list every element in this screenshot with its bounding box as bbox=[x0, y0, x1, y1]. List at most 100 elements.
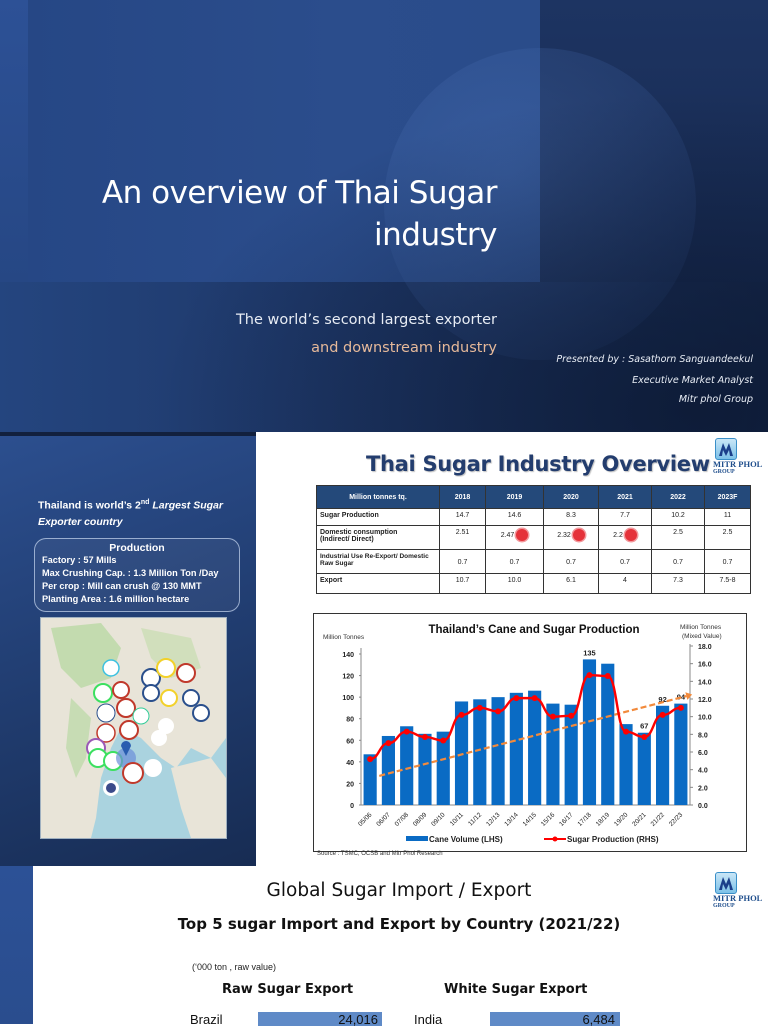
svg-text:Million Tonnes: Million Tonnes bbox=[680, 624, 722, 631]
map-graphic bbox=[41, 618, 226, 838]
cell: 0.7 bbox=[543, 549, 599, 574]
cell: 0.7 bbox=[598, 549, 652, 574]
cell: 10.0 bbox=[485, 573, 544, 594]
cell: 8.3 bbox=[543, 508, 599, 526]
cell: 0.7 bbox=[651, 549, 705, 574]
svg-text:12.0: 12.0 bbox=[698, 697, 712, 704]
covid-virus-icon bbox=[516, 529, 529, 541]
cell: 11 bbox=[704, 508, 751, 526]
overview-slide: Thailand is world’s 2nd Largest Sugar Ex… bbox=[0, 432, 768, 866]
svg-text:15/16: 15/16 bbox=[540, 811, 557, 828]
cell: 6.1 bbox=[543, 573, 599, 594]
logo-text: MITR PHOL GROUP bbox=[713, 460, 762, 476]
svg-text:20/21: 20/21 bbox=[631, 811, 648, 828]
decor-left-strip bbox=[0, 866, 33, 1024]
heading-italic: Largest Sugar Exporter country bbox=[38, 499, 223, 528]
svg-text:14/15: 14/15 bbox=[522, 811, 539, 828]
cell: 2.51 bbox=[439, 525, 486, 550]
raw-export-country: Brazil bbox=[190, 1012, 223, 1027]
svg-text:16.0: 16.0 bbox=[698, 662, 712, 669]
subtitle-line-1: The world’s second largest exporter bbox=[235, 312, 497, 328]
svg-text:20: 20 bbox=[346, 781, 354, 788]
svg-text:6.0: 6.0 bbox=[698, 750, 708, 757]
column-header: 2021 bbox=[598, 485, 652, 509]
covid-virus-icon bbox=[572, 529, 585, 541]
cell: 7.7 bbox=[598, 508, 652, 526]
cell: 0.7 bbox=[439, 549, 486, 574]
svg-text:18.0: 18.0 bbox=[698, 644, 712, 651]
logo-text: MITR PHOL GROUP bbox=[713, 894, 762, 910]
production-line: Factory : 57 Mills bbox=[42, 555, 117, 565]
svg-text:0.0: 0.0 bbox=[698, 803, 708, 810]
cell: 4 bbox=[598, 573, 652, 594]
raw-export-value: 24,016 bbox=[338, 1012, 378, 1027]
svg-text:2.0: 2.0 bbox=[698, 785, 708, 792]
column-header: 2022 bbox=[651, 485, 705, 509]
svg-text:92: 92 bbox=[658, 695, 666, 704]
subtitle-line-2: and downstream industry bbox=[311, 340, 497, 356]
cell: 0.7 bbox=[485, 549, 544, 574]
cell-with-virus: 2.47 bbox=[485, 525, 544, 550]
svg-text:Million Tonnes: Million Tonnes bbox=[323, 634, 365, 641]
column-header: 2018 bbox=[439, 485, 486, 509]
cell-with-virus: 2.2 bbox=[598, 525, 652, 550]
svg-text:0: 0 bbox=[350, 803, 354, 810]
svg-text:07/08: 07/08 bbox=[394, 811, 411, 828]
svg-text:22/23: 22/23 bbox=[668, 811, 685, 828]
column-header: 2020 bbox=[543, 485, 599, 509]
unit-note: (‘000 ton , raw value) bbox=[192, 962, 277, 972]
svg-text:140: 140 bbox=[342, 652, 354, 659]
svg-text:100: 100 bbox=[342, 695, 354, 702]
presenter-name: Presented by : Sasathorn Sanguandeekul bbox=[556, 354, 753, 365]
presenter-role: Executive Market Analyst bbox=[632, 375, 753, 386]
svg-text:40: 40 bbox=[346, 760, 354, 767]
svg-text:10/11: 10/11 bbox=[449, 811, 465, 827]
cell: 0.7 bbox=[704, 549, 751, 574]
logo-mark-icon bbox=[715, 438, 737, 460]
svg-text:10.0: 10.0 bbox=[698, 715, 712, 722]
svg-text:21/22: 21/22 bbox=[650, 811, 667, 828]
svg-text:94: 94 bbox=[677, 693, 686, 702]
table-row: Industrial Use Re-Export/ Domestic Raw S… bbox=[316, 549, 751, 574]
svg-text:8.0: 8.0 bbox=[698, 732, 708, 739]
white-export-value: 6,484 bbox=[582, 1012, 615, 1027]
cell: 10.7 bbox=[439, 573, 486, 594]
white-export-country: India bbox=[414, 1012, 443, 1027]
svg-text:19/20: 19/20 bbox=[613, 811, 630, 828]
cell: 10.2 bbox=[651, 508, 705, 526]
presenter-company: Mitr phol Group bbox=[678, 394, 753, 405]
chart-source: Source : TSMC, OCSB and Mitr Phol Resear… bbox=[317, 851, 443, 857]
logo-mark-icon bbox=[715, 872, 737, 894]
svg-text:14.0: 14.0 bbox=[698, 679, 712, 686]
title-line-2: industry bbox=[374, 217, 497, 253]
svg-text:Cane Volume (LHS): Cane Volume (LHS) bbox=[429, 835, 503, 844]
title-slide: An overview of Thai Sugar industry The w… bbox=[0, 0, 768, 432]
row-label: Industrial Use Re-Export/ Domestic Raw S… bbox=[316, 549, 440, 574]
cell: 7.3 bbox=[651, 573, 705, 594]
presentation-title: An overview of Thai Sugar industry bbox=[77, 172, 498, 256]
chart-graphic: Thailand’s Cane and Sugar Production Mill… bbox=[323, 624, 722, 844]
decor-top-strip bbox=[0, 432, 256, 436]
table-row: Sugar Production 14.7 14.6 8.3 7.7 10.2 … bbox=[316, 508, 751, 526]
cell: 2.47 bbox=[500, 531, 515, 539]
svg-text:17/18: 17/18 bbox=[576, 811, 593, 828]
sugar-industry-table: Million tonnes tq. 2018 2019 2020 2021 2… bbox=[316, 485, 751, 594]
import-export-slide: Global Sugar Import / Export Top 5 sugar… bbox=[0, 866, 768, 1027]
svg-text:16/17: 16/17 bbox=[558, 811, 575, 828]
logo-line-1: MITR PHOL bbox=[713, 893, 763, 903]
svg-text:05/06: 05/06 bbox=[357, 811, 374, 828]
svg-text:08/09: 08/09 bbox=[412, 811, 429, 828]
svg-text:80: 80 bbox=[346, 717, 354, 724]
overview-title: Thai Sugar Industry Overview bbox=[366, 452, 710, 476]
heading-sup: nd bbox=[140, 499, 150, 506]
table-row: Domestic consumption (Indirect/ Direct) … bbox=[316, 525, 751, 550]
production-title: Production bbox=[109, 542, 165, 554]
cane-sugar-chart: Thailand’s Cane and Sugar Production Mill… bbox=[313, 613, 747, 852]
raw-export-bar: 24,016 bbox=[258, 1012, 382, 1027]
heading-text: Thailand is world’s 2 bbox=[38, 499, 141, 512]
production-box: Production Factory : 57 Mills Max Crushi… bbox=[34, 538, 240, 612]
mitr-phol-logo: MITR PHOL GROUP bbox=[713, 872, 768, 914]
row-label: Export bbox=[316, 573, 440, 594]
svg-text:12/13: 12/13 bbox=[485, 811, 502, 828]
column-header: 2019 bbox=[485, 485, 544, 509]
